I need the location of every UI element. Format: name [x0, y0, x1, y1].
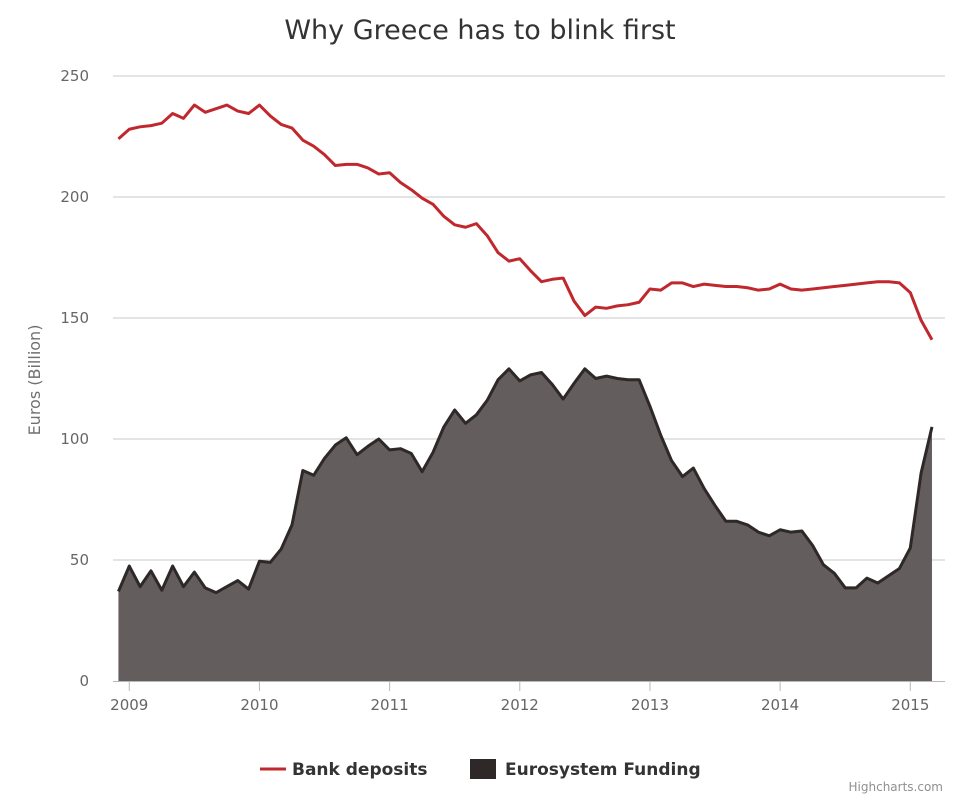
y-axis-ticks: 0 50 100 150 200 250 — [60, 67, 89, 690]
y-tick-label-250: 250 — [60, 67, 89, 85]
x-axis: 2009 2010 2011 2012 2013 2014 2015 — [110, 681, 945, 714]
y-tick-label-0: 0 — [79, 672, 89, 690]
y-tick-label-150: 150 — [60, 309, 89, 327]
x-tick-label-2010: 2010 — [240, 696, 278, 714]
plot-series — [117, 103, 934, 681]
y-axis-label: Euros (Billion) — [25, 325, 44, 436]
chart-title: Why Greece has to blink first — [284, 15, 675, 46]
x-tick-label-2012: 2012 — [501, 696, 539, 714]
legend: Bank deposits Eurosystem Funding — [260, 759, 701, 780]
x-tick-label-2011: 2011 — [371, 696, 409, 714]
x-tick-label-2014: 2014 — [761, 696, 799, 714]
series-line-bank-deposits[interactable] — [117, 103, 934, 341]
x-tick-label-2009: 2009 — [110, 696, 148, 714]
x-tick-label-2013: 2013 — [631, 696, 669, 714]
y-tick-label-50: 50 — [70, 551, 89, 569]
y-tick-label-100: 100 — [60, 430, 89, 448]
y-tick-label-200: 200 — [60, 188, 89, 206]
x-tick-label-2015: 2015 — [891, 696, 929, 714]
legend-label-eurosystem-funding: Eurosystem Funding — [505, 760, 701, 780]
legend-item-eurosystem-funding[interactable]: Eurosystem Funding — [470, 759, 701, 780]
legend-swatch-eurosystem-funding — [470, 759, 496, 779]
legend-item-bank-deposits[interactable]: Bank deposits — [260, 760, 428, 780]
series-area-eurosystem-funding[interactable] — [118, 368, 932, 681]
legend-label-bank-deposits: Bank deposits — [292, 760, 428, 780]
chart-credit[interactable]: Highcharts.com — [849, 780, 943, 794]
series-line-eurosystem-funding[interactable] — [117, 367, 934, 595]
